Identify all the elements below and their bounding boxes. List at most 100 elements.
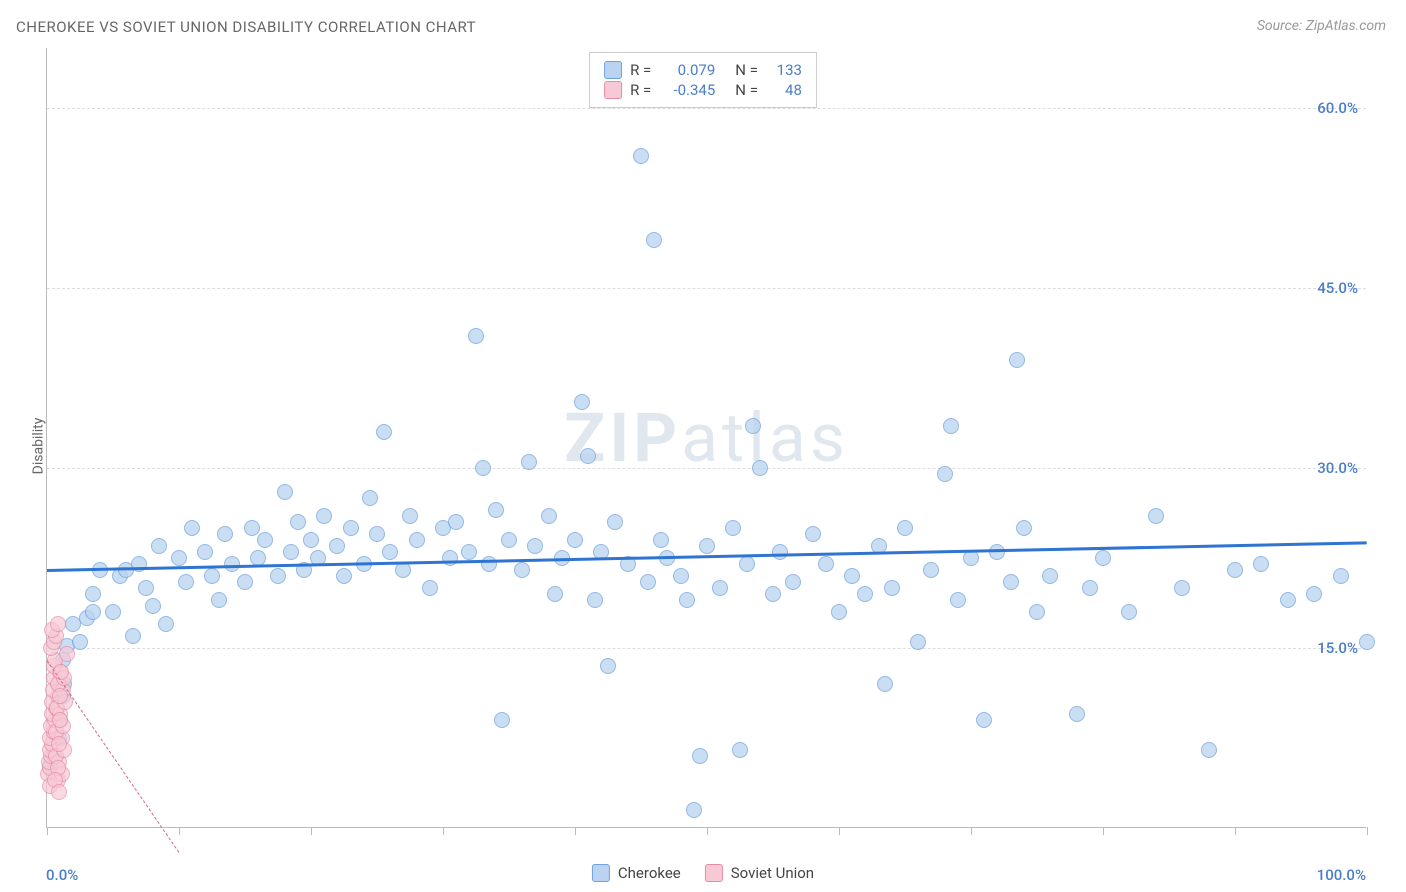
scatter-point [138, 580, 154, 596]
scatter-point [963, 550, 979, 566]
scatter-point [1253, 556, 1269, 572]
scatter-point [785, 574, 801, 590]
legend-series-name: Cherokee [618, 864, 681, 882]
x-tick [179, 827, 180, 835]
scatter-point [395, 562, 411, 578]
scatter-point [897, 520, 913, 536]
scatter-point [461, 544, 477, 560]
scatter-point [217, 526, 233, 542]
x-tick [707, 827, 708, 835]
scatter-point [653, 532, 669, 548]
scatter-point [857, 586, 873, 602]
scatter-point [910, 634, 926, 650]
scatter-point [607, 514, 623, 530]
legend-n-label: N = [735, 81, 758, 99]
scatter-point [1227, 562, 1243, 578]
legend-bottom-item: Cherokee [592, 864, 681, 882]
y-tick-label: 45.0% [1317, 279, 1358, 297]
scatter-point [52, 712, 68, 728]
scatter-point [362, 490, 378, 506]
scatter-point [369, 526, 385, 542]
scatter-point [1009, 352, 1025, 368]
legend-top-row: R =0.079N =133 [604, 61, 802, 79]
scatter-point [329, 538, 345, 554]
scatter-point [877, 676, 893, 692]
scatter-point [270, 568, 286, 584]
y-tick-label: 15.0% [1317, 639, 1358, 657]
legend-r-label: R = [630, 81, 651, 99]
scatter-point [521, 454, 537, 470]
scatter-point [1069, 706, 1085, 722]
scatter-point [442, 550, 458, 566]
plot-area: ZIPatlas 15.0%30.0%45.0%60.0% [46, 48, 1366, 828]
scatter-point [950, 592, 966, 608]
legend-top-row: R =-0.345N =48 [604, 81, 802, 99]
scatter-point [884, 580, 900, 596]
scatter-point [646, 232, 662, 248]
scatter-point [692, 748, 708, 764]
scatter-point [145, 598, 161, 614]
scatter-point [151, 538, 167, 554]
scatter-point [59, 646, 75, 662]
x-tick [575, 827, 576, 835]
chart-title: CHEROKEE VS SOVIET UNION DISABILITY CORR… [16, 18, 476, 36]
scatter-point [72, 634, 88, 650]
x-tick [1367, 827, 1368, 835]
x-tick [1103, 827, 1104, 835]
x-axis-label-left: 0.0% [46, 866, 78, 884]
scatter-point [989, 544, 1005, 560]
scatter-point [336, 568, 352, 584]
scatter-point [448, 514, 464, 530]
scatter-point [402, 508, 418, 524]
scatter-point [1280, 592, 1296, 608]
scatter-point [85, 604, 101, 620]
scatter-point [125, 628, 141, 644]
scatter-point [831, 604, 847, 620]
scatter-point [600, 658, 616, 674]
scatter-point [976, 712, 992, 728]
legend-r-value: 0.079 [659, 61, 715, 79]
scatter-point [158, 616, 174, 632]
scatter-point [52, 688, 68, 704]
scatter-point [488, 502, 504, 518]
scatter-point [1016, 520, 1032, 536]
chart-container: CHEROKEE VS SOVIET UNION DISABILITY CORR… [0, 0, 1406, 892]
legend-r-label: R = [630, 61, 651, 79]
scatter-point [290, 514, 306, 530]
scatter-point [732, 742, 748, 758]
scatter-point [712, 580, 728, 596]
scatter-point [50, 616, 66, 632]
scatter-point [481, 556, 497, 572]
legend-n-value: 48 [766, 81, 802, 99]
legend-bottom: Cherokee Soviet Union [592, 864, 814, 882]
scatter-point [244, 520, 260, 536]
scatter-point [197, 544, 213, 560]
scatter-point [237, 574, 253, 590]
scatter-point [501, 532, 517, 548]
scatter-point [580, 448, 596, 464]
scatter-point [468, 328, 484, 344]
scatter-point [772, 544, 788, 560]
legend-bottom-item: Soviet Union [705, 864, 814, 882]
legend-n-value: 133 [766, 61, 802, 79]
scatter-point [514, 562, 530, 578]
scatter-point [316, 508, 332, 524]
scatter-point [752, 460, 768, 476]
x-tick [971, 827, 972, 835]
scatter-point [211, 592, 227, 608]
scatter-point [699, 538, 715, 554]
scatter-point [283, 544, 299, 560]
scatter-point [105, 604, 121, 620]
scatter-point [257, 532, 273, 548]
scatter-point [422, 580, 438, 596]
x-tick [839, 827, 840, 835]
scatter-point [574, 394, 590, 410]
scatter-point [1333, 568, 1349, 584]
scatter-point [679, 592, 695, 608]
scatter-point [1082, 580, 1098, 596]
legend-swatch [705, 864, 723, 882]
legend-swatch [592, 864, 610, 882]
scatter-point [1003, 574, 1019, 590]
scatter-point [1201, 742, 1217, 758]
legend-series-name: Soviet Union [731, 864, 814, 882]
